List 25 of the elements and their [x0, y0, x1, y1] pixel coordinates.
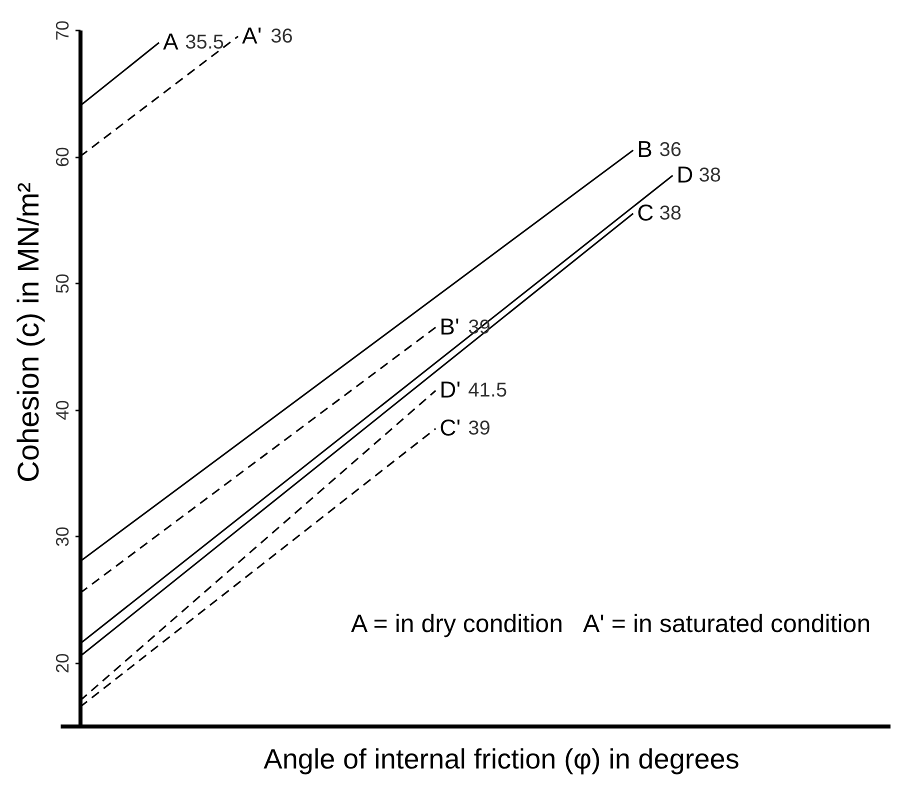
x-axis-title: Angle of internal friction (φ) in degrees — [264, 744, 740, 774]
y-tick-label: 40 — [52, 400, 72, 420]
y-tick-label: 20 — [52, 653, 72, 674]
series-label: B' — [440, 313, 460, 340]
annotation: A = in dry condition — [351, 610, 563, 638]
annotation: 38 — [659, 202, 682, 224]
annotation: 36 — [659, 139, 682, 162]
series-label: B — [637, 136, 653, 162]
annotation: 41.5 — [468, 380, 508, 402]
y-tick-label: 70 — [52, 20, 72, 41]
series-label: A — [163, 28, 180, 55]
annotation: 35.5 — [185, 32, 224, 54]
series-label: C — [637, 199, 654, 226]
y-tick-label: 50 — [52, 274, 72, 294]
series-label: D' — [440, 376, 461, 403]
annotation: A' = in saturated condition — [583, 610, 871, 638]
series-label: D — [676, 162, 694, 188]
annotation: 36 — [270, 25, 293, 48]
y-axis-title: Cohesion (c) in MN/m² — [12, 182, 46, 483]
y-tick-label: 60 — [52, 147, 72, 168]
series-label: A' — [242, 22, 262, 48]
y-tick-label: 30 — [52, 526, 72, 547]
annotation: 38 — [698, 164, 722, 187]
series-label: C' — [440, 414, 461, 441]
annotation: 39 — [468, 418, 490, 440]
